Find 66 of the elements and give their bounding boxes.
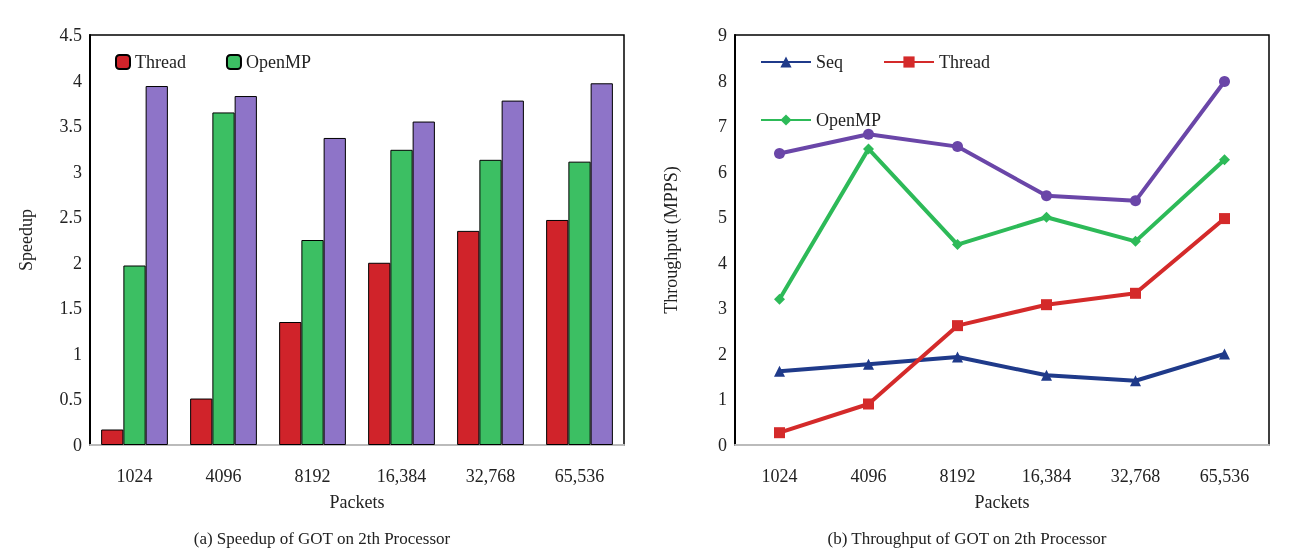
- x-tick-label: 16,384: [1021, 466, 1072, 486]
- y-tick-label: 0: [718, 435, 727, 455]
- point: [1041, 369, 1052, 381]
- point: [1130, 375, 1141, 387]
- y-tick-label: 0.5: [59, 389, 82, 410]
- x-tick-label: 1024: [761, 466, 798, 486]
- legend-label: Thread: [939, 52, 990, 72]
- text: (a) Speedup of GOT on 2th Processor: [193, 529, 451, 548]
- y-tick-label: 3: [73, 161, 82, 182]
- point: [1041, 190, 1052, 202]
- text: (b) Throughput of GOT on 2th Processor: [827, 529, 1107, 548]
- y-tick-label: 0: [73, 435, 82, 455]
- x-tick-label: 65,536: [554, 466, 605, 486]
- x-axis-title: Packets: [974, 492, 1030, 512]
- y-tick-label: 2: [73, 252, 82, 273]
- y-tick-label: 6: [718, 161, 727, 182]
- x-tick-label: 65,536: [1199, 466, 1250, 486]
- y-tick-label: 2.5: [59, 207, 82, 228]
- point: [774, 427, 785, 439]
- y-tick-label: 7: [718, 116, 727, 137]
- y-tick-label: 8: [718, 70, 727, 91]
- point: [1219, 154, 1230, 166]
- point: [774, 147, 785, 159]
- point: [1219, 75, 1230, 87]
- point: [1219, 213, 1230, 225]
- x-tick-label: 32,768: [465, 466, 516, 486]
- y-tick-label: 2: [718, 343, 727, 364]
- point: [952, 141, 963, 153]
- legend-label: Thread: [135, 52, 186, 72]
- y-tick-label: 9: [718, 25, 727, 45]
- x-tick-label: 32,768: [1110, 466, 1161, 486]
- point: [1130, 235, 1141, 247]
- legend-label: Seq: [816, 52, 843, 72]
- point: [863, 143, 874, 155]
- point: [863, 398, 874, 410]
- point: [774, 365, 785, 377]
- x-tick-label: 4096: [850, 466, 887, 486]
- y-tick-label: 4.5: [59, 25, 82, 45]
- x-tick-label: 4096: [205, 466, 242, 486]
- x-tick-label: 8192: [294, 466, 331, 486]
- y-tick-label: 3.5: [59, 116, 82, 137]
- y-tick-label: 4: [73, 70, 82, 91]
- y-tick-label: 1: [73, 343, 82, 364]
- point: [863, 358, 874, 370]
- y-tick-label: 1.5: [59, 298, 82, 319]
- point: [952, 239, 963, 251]
- point: [774, 293, 785, 305]
- point: [1041, 299, 1052, 311]
- x-axis-title: Packets: [329, 492, 385, 512]
- point: [1130, 287, 1141, 299]
- point: [1041, 211, 1052, 223]
- y-axis-title: Speedup: [16, 209, 36, 271]
- x-tick-label: 8192: [939, 466, 976, 486]
- point: [952, 320, 963, 332]
- y-tick-label: 3: [718, 298, 727, 319]
- y-axis-title: Throughput (MPPS): [661, 166, 682, 314]
- y-tick-label: 5: [718, 207, 727, 228]
- legend-label: OpenMP: [245, 52, 311, 72]
- point: [952, 351, 963, 363]
- point: [1130, 195, 1141, 207]
- legend-label: OpenMP: [816, 110, 882, 130]
- point: [1219, 348, 1230, 360]
- x-tick-label: 1024: [116, 466, 153, 486]
- x-tick-label: 16,384: [376, 466, 427, 486]
- y-tick-label: 4: [718, 252, 727, 273]
- y-tick-label: 1: [718, 389, 727, 410]
